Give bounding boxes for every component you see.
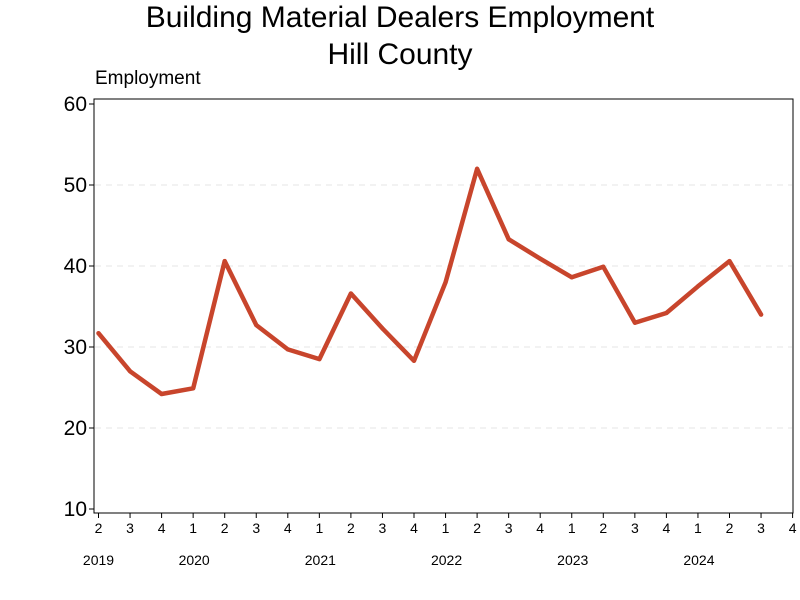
data-point	[632, 320, 637, 325]
grid-lines	[95, 184, 792, 429]
x-tick-label: 3	[379, 520, 387, 536]
y-tick-label: 40	[64, 255, 87, 278]
x-tick-label: 1	[568, 520, 576, 536]
year-label: 2019	[83, 552, 114, 568]
x-tick-label: 1	[694, 520, 702, 536]
x-tick-label: 2	[221, 520, 229, 536]
x-tick-label: 2	[347, 520, 355, 536]
data-point	[96, 331, 101, 336]
data-point	[475, 166, 480, 171]
data-point	[317, 357, 322, 362]
y-tick-label: 50	[64, 174, 87, 197]
data-point	[159, 391, 164, 396]
y-axis: 10 20 30 40 50 60	[64, 93, 94, 521]
x-tick-label: 4	[284, 520, 292, 536]
data-point	[285, 347, 290, 352]
data-point	[601, 264, 606, 269]
data-point	[380, 326, 385, 331]
data-point	[254, 323, 259, 328]
x-tick-label: 2	[599, 520, 607, 536]
y-tick-label: 20	[64, 417, 87, 440]
x-tick-label: 1	[315, 520, 323, 536]
x-tick-label: 2	[726, 520, 734, 536]
data-point	[443, 280, 448, 285]
data-point	[727, 259, 732, 264]
year-label: 2023	[557, 552, 588, 568]
year-label: 2020	[179, 552, 210, 568]
x-tick-label: 4	[158, 520, 166, 536]
series-line	[96, 166, 764, 397]
x-tick-label: 4	[410, 520, 418, 536]
data-point	[348, 291, 353, 296]
x-tick-label: 3	[505, 520, 513, 536]
data-point	[759, 312, 764, 317]
data-point	[695, 284, 700, 289]
data-point	[664, 310, 669, 315]
x-tick-label: 3	[252, 520, 260, 536]
x-tick-label: 4	[789, 520, 797, 536]
data-point	[412, 358, 416, 363]
x-tick-label: 1	[189, 520, 197, 536]
y-tick-label: 60	[64, 93, 87, 116]
x-tick-label: 3	[757, 520, 765, 536]
data-point	[191, 386, 196, 391]
y-tick-label: 10	[64, 498, 87, 521]
x-tick-label: 3	[126, 520, 134, 536]
y-tick-label: 30	[64, 336, 87, 359]
x-tick-label: 2	[95, 520, 103, 536]
data-point	[569, 275, 574, 280]
year-label: 2022	[431, 552, 462, 568]
x-tick-label: 3	[631, 520, 639, 536]
plot-frame	[93, 98, 794, 514]
data-point	[128, 369, 133, 374]
data-point	[506, 237, 511, 242]
chart-subtitle: Hill County	[327, 38, 473, 71]
x-axis: 2 3 4 1 2 3 4 1 2 3 4 1 2 3 4 1 2 3 4 1 2 3 4 2019 2020 2021 2022 2…	[83, 513, 797, 568]
year-label: 2024	[683, 552, 714, 568]
series-group	[96, 166, 764, 397]
year-label: 2021	[305, 552, 336, 568]
y-axis-label: Employment	[95, 68, 201, 89]
x-tick-label: 2	[473, 520, 481, 536]
x-tick-label: 4	[536, 520, 544, 536]
chart-title: Building Material Dealers Employment	[145, 1, 655, 34]
x-tick-label: 1	[442, 520, 450, 536]
x-tick-label: 4	[663, 520, 671, 536]
data-point	[538, 256, 543, 261]
data-point	[222, 259, 227, 264]
